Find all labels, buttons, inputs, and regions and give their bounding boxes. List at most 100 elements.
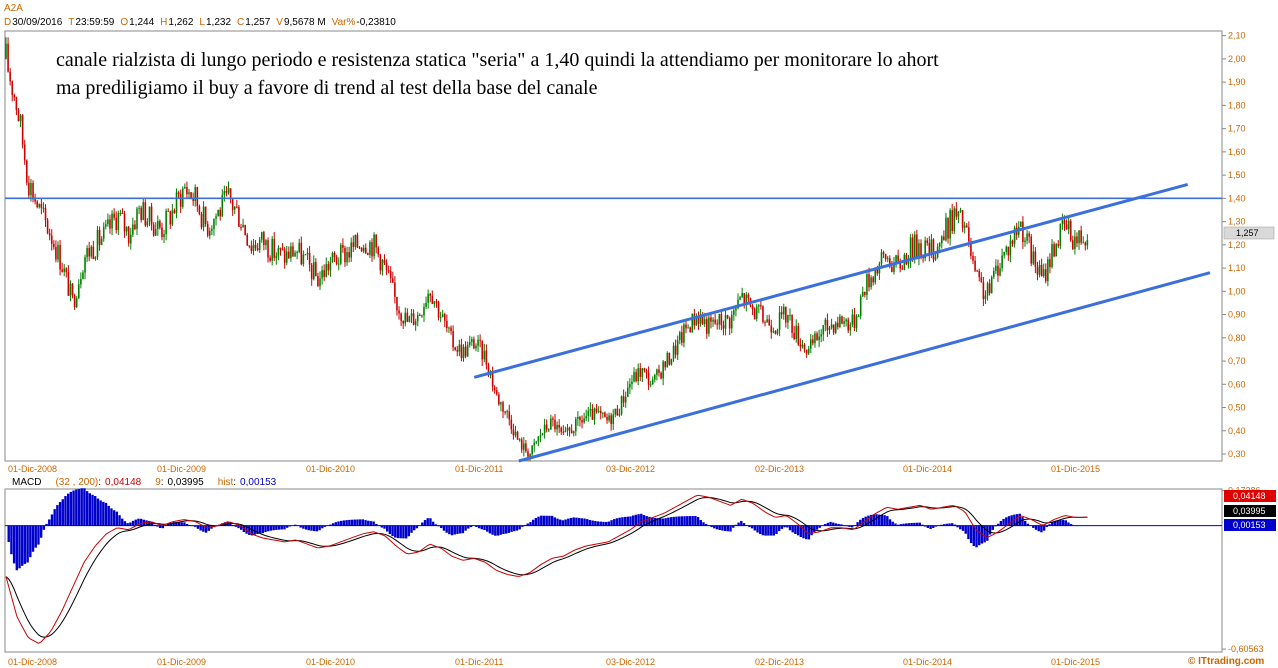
candle-body xyxy=(198,206,201,214)
candle-body xyxy=(695,316,698,326)
candle-body xyxy=(493,386,496,391)
candle-body xyxy=(614,408,617,415)
x-tick-label: 01-Dic-2010 xyxy=(306,464,355,474)
hist-bar xyxy=(177,522,181,526)
candle-body xyxy=(845,319,847,322)
candle-body xyxy=(105,224,107,227)
candle-body xyxy=(629,384,631,388)
candle-body xyxy=(602,412,604,414)
candle-body xyxy=(801,344,804,347)
candle-body xyxy=(17,110,20,122)
candle-body xyxy=(498,394,500,405)
hist-bar xyxy=(118,515,121,526)
hist-bar xyxy=(545,515,548,526)
candle-body xyxy=(121,212,124,214)
candle-body xyxy=(618,413,621,416)
hist-bar xyxy=(759,525,762,535)
hist-label: hist xyxy=(218,477,234,488)
hist-bar xyxy=(861,517,865,526)
hist-bar xyxy=(285,525,289,528)
y-tick-label: 1,80 xyxy=(1228,100,1246,110)
hist-bar xyxy=(799,525,803,537)
hist-bar xyxy=(815,525,819,530)
hist-bar xyxy=(245,525,248,534)
hist-bar xyxy=(121,518,124,526)
candle-body xyxy=(200,213,203,228)
candle-body xyxy=(473,339,475,349)
hist-bar xyxy=(318,525,321,531)
candle-body xyxy=(134,224,136,229)
hist-bar xyxy=(367,520,370,526)
candle-body xyxy=(545,424,548,430)
candle-body xyxy=(928,242,931,255)
candle-body xyxy=(321,270,323,279)
x-tick-label: 01-Dic-2010 xyxy=(306,657,355,667)
hist-bar xyxy=(572,517,575,526)
hist-bar xyxy=(323,525,327,527)
candle-body xyxy=(843,321,845,324)
candle-body xyxy=(822,325,825,335)
hist-bar xyxy=(1067,522,1070,526)
candle-body xyxy=(1053,244,1055,257)
candle-body xyxy=(42,207,45,209)
hist-bar xyxy=(258,525,262,534)
candle-body xyxy=(317,275,319,287)
candle-body xyxy=(907,261,910,264)
hist-bar xyxy=(7,525,10,542)
candle-body xyxy=(1082,242,1085,244)
hist-bar xyxy=(623,516,627,526)
hist-bar xyxy=(910,522,913,526)
hist-bar xyxy=(859,519,862,526)
hist-bar xyxy=(891,521,894,526)
candle-body xyxy=(780,312,783,315)
candle-body xyxy=(1007,246,1010,256)
candle-body xyxy=(50,235,53,244)
candle-body xyxy=(747,294,750,299)
candle-body xyxy=(192,198,194,201)
candle-body xyxy=(308,252,311,265)
macd-header: MACD (32 , 200): 0,04148 9: 0,03995 hist: 0,00… xyxy=(12,477,277,488)
quote-value: 9,5678 M xyxy=(284,17,326,28)
channel-lower-line xyxy=(518,271,1211,463)
hist-bar xyxy=(653,517,657,526)
hist-bar xyxy=(629,516,632,526)
candle-body xyxy=(918,243,920,259)
macd-value-text: 0,04148 xyxy=(1233,491,1266,501)
candle-body xyxy=(884,254,887,259)
candle-body xyxy=(672,345,675,359)
candle-body xyxy=(649,384,652,386)
hist-bar xyxy=(1045,525,1049,527)
candle-body xyxy=(21,115,24,145)
hist-bar xyxy=(29,525,32,558)
candle-body xyxy=(352,242,355,247)
candle-body xyxy=(957,211,960,217)
hist-bar xyxy=(1053,520,1057,526)
candle-body xyxy=(724,315,727,329)
hist-bar xyxy=(775,525,778,534)
signal-value: 0,03995 xyxy=(168,477,205,488)
hist-bar xyxy=(948,523,951,526)
candle-body xyxy=(992,270,995,277)
candle-body xyxy=(932,239,935,260)
hist-bar xyxy=(802,525,805,539)
candle-body xyxy=(113,213,115,218)
candle-body xyxy=(1032,251,1035,264)
hist-bar xyxy=(575,517,578,526)
candle-body xyxy=(1074,236,1076,250)
candle-body xyxy=(63,268,66,272)
candle-body xyxy=(972,255,974,261)
y-tick-label: 0,40 xyxy=(1228,426,1246,436)
hist-sep: : xyxy=(233,477,236,488)
candle-body xyxy=(803,344,806,350)
candle-body xyxy=(466,345,469,357)
candle-body xyxy=(188,192,190,195)
hist-bar xyxy=(31,525,35,552)
hist-bar xyxy=(561,520,565,526)
candle-body xyxy=(140,207,142,220)
candle-body xyxy=(59,245,61,270)
candle-body xyxy=(570,430,573,434)
hist-bar xyxy=(64,496,67,526)
candle-body xyxy=(246,234,249,246)
y-tick-label: 1,50 xyxy=(1228,170,1246,180)
candle-body xyxy=(722,325,725,329)
